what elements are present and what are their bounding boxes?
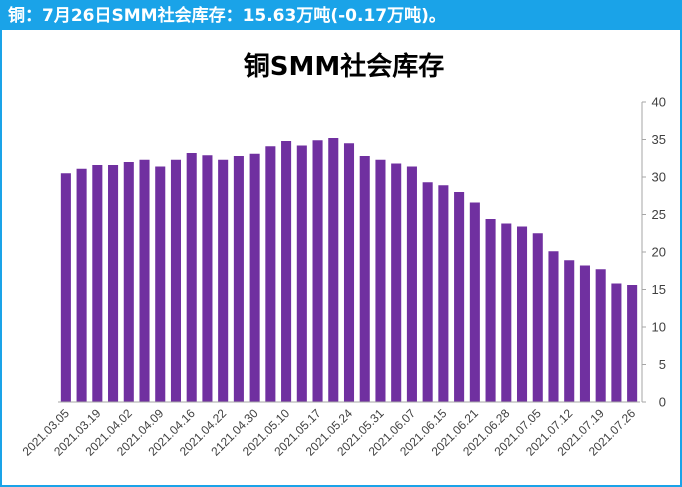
y-tick-label: 25 xyxy=(652,207,666,222)
y-tick-label: 5 xyxy=(659,357,666,372)
bar xyxy=(265,146,276,402)
bar xyxy=(328,138,339,402)
bar xyxy=(155,166,166,402)
y-tick-label: 15 xyxy=(652,282,666,297)
bar xyxy=(422,182,433,402)
bar xyxy=(627,285,638,402)
bar xyxy=(76,168,87,402)
bar xyxy=(469,202,480,402)
bar xyxy=(343,143,355,402)
y-tick-label: 10 xyxy=(652,320,666,335)
bar-series xyxy=(60,138,638,402)
x-axis: 2021.03.052021.03.192021.04.022021.04.09… xyxy=(20,401,640,459)
y-tick-label: 0 xyxy=(659,395,666,410)
bar xyxy=(186,153,197,402)
bar xyxy=(391,163,402,402)
bar xyxy=(548,251,559,402)
bar xyxy=(170,159,182,402)
bar xyxy=(123,162,134,402)
chart-title: 铜SMM社会库存 xyxy=(244,51,444,82)
bar xyxy=(312,140,323,402)
bar xyxy=(454,192,465,402)
bar xyxy=(202,155,213,402)
bar xyxy=(108,165,119,402)
bar xyxy=(611,283,622,402)
y-tick-label: 30 xyxy=(652,170,666,185)
bar xyxy=(249,153,260,402)
bar xyxy=(595,269,606,402)
bar xyxy=(579,265,590,402)
bar xyxy=(375,159,386,402)
bar xyxy=(359,156,370,402)
bar xyxy=(485,219,496,402)
bar xyxy=(532,233,543,402)
bar xyxy=(92,165,103,402)
chart-area: 铜SMM社会库存 0 5 10 15 20 25 30 35 40 2021.03.052021… xyxy=(20,51,666,459)
bar xyxy=(438,185,449,402)
bar xyxy=(233,156,244,402)
summary-banner: 铜：7月26日SMM社会库存：15.63万吨(-0.17万吨)。 xyxy=(2,2,680,30)
y-axis: 0 5 10 15 20 25 30 35 40 xyxy=(641,95,666,410)
bar xyxy=(296,145,307,402)
y-tick-label: 35 xyxy=(652,132,666,147)
bar xyxy=(406,166,417,402)
bar xyxy=(516,226,528,402)
y-tick-label: 20 xyxy=(652,245,666,260)
bar xyxy=(564,260,575,402)
bar xyxy=(139,159,150,402)
y-tick-label: 40 xyxy=(652,95,666,110)
bar xyxy=(60,173,71,402)
bar xyxy=(501,223,512,402)
bar xyxy=(218,159,229,402)
bar xyxy=(281,141,292,402)
